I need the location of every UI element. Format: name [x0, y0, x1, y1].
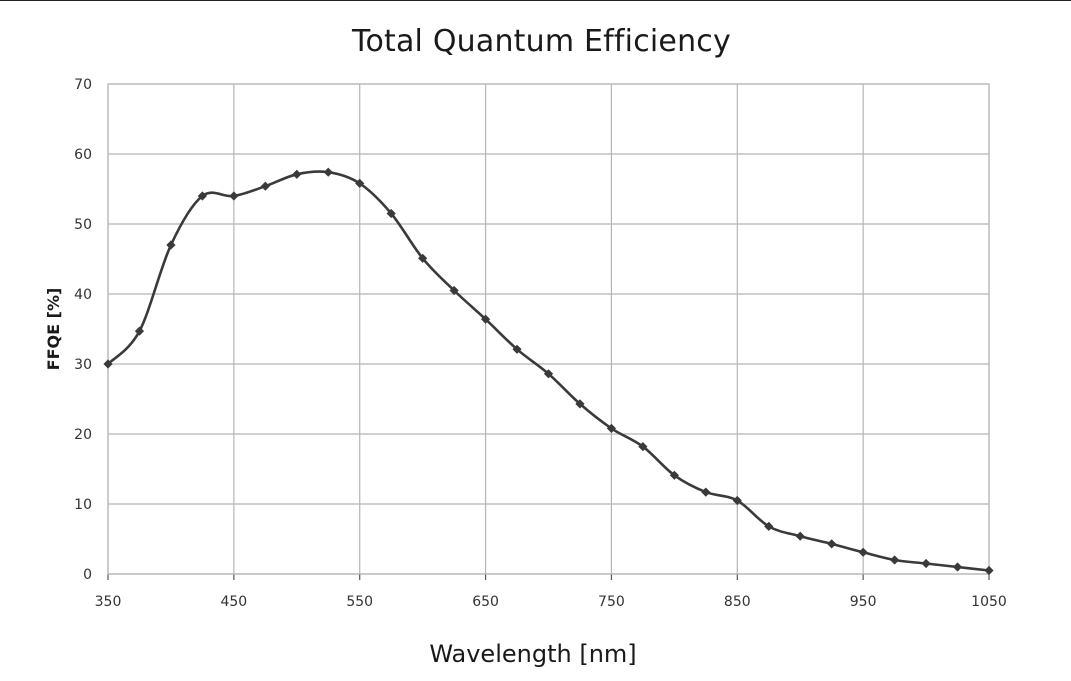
data-point [449, 285, 459, 296]
data-point [952, 562, 963, 572]
data-point [103, 359, 113, 369]
data-point [669, 470, 679, 480]
data-point [606, 423, 617, 433]
tick-labels: 0 10 20 30 40 50 60 70 350 450 550 650 750 850 950 1050 [74, 77, 1007, 610]
data-point [890, 555, 900, 565]
y-tick-label: 20 [74, 427, 92, 443]
data-point [323, 167, 333, 177]
x-tick-label: 550 [346, 594, 373, 610]
data-point [827, 539, 837, 549]
x-tick-label: 750 [598, 594, 625, 610]
data-point [418, 253, 428, 263]
x-axis-title: Wavelength [nm] [429, 640, 636, 668]
y-tick-label: 50 [74, 217, 92, 233]
chart-title: Total Quantum Efficiency [352, 24, 731, 59]
data-point [984, 565, 994, 576]
x-tick-label: 850 [724, 594, 751, 610]
data-markers [103, 167, 994, 576]
data-point [638, 442, 648, 452]
data-point [386, 208, 396, 219]
data-point [732, 495, 742, 506]
data-point [512, 344, 522, 354]
data-point [858, 547, 868, 557]
top-rule [0, 0, 1071, 1]
x-tick-label: 350 [95, 594, 122, 610]
data-point [355, 178, 365, 188]
y-tick-label: 0 [83, 567, 92, 583]
y-tick-label: 10 [74, 497, 92, 513]
data-point [921, 558, 931, 569]
y-tick-label: 70 [74, 77, 92, 93]
x-tick-label: 650 [472, 594, 499, 610]
y-tick-label: 60 [74, 147, 92, 163]
data-point [575, 399, 585, 409]
data-point [292, 169, 302, 179]
y-tick-label: 30 [74, 357, 92, 373]
data-point [764, 521, 774, 531]
data-point [701, 487, 711, 497]
data-point [197, 191, 207, 201]
x-tick-label: 1050 [971, 594, 1007, 610]
data-point [166, 240, 176, 250]
data-point [795, 531, 805, 541]
x-tick-label: 450 [220, 594, 247, 610]
plot-frame [107, 83, 990, 575]
data-point [543, 369, 554, 379]
data-point [260, 181, 270, 191]
data-point [229, 191, 239, 201]
y-axis-title: FFQE [%] [44, 288, 63, 371]
grid [107, 83, 990, 580]
data-point [134, 326, 145, 336]
x-tick-label: 950 [850, 594, 877, 610]
data-point [480, 314, 491, 324]
y-tick-label: 40 [74, 287, 92, 303]
